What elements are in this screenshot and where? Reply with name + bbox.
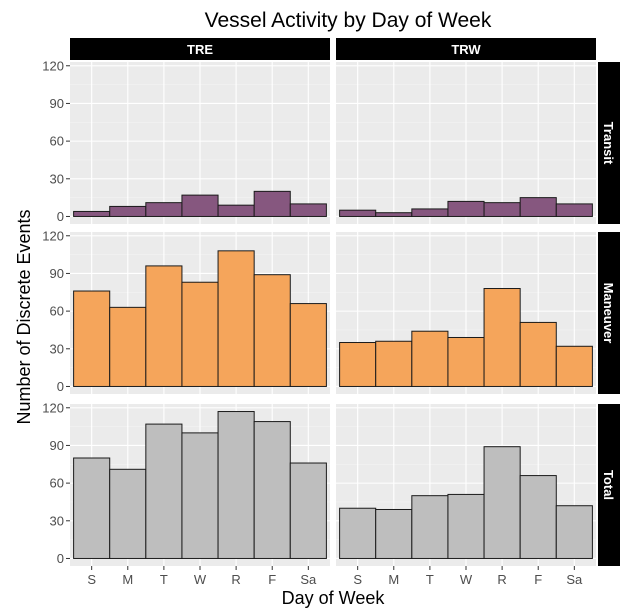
bar-t — [411, 495, 449, 559]
bar-m — [109, 306, 147, 387]
panel-tre-total: 0 30 60 90 120 S M T W R F Sa — [42, 400, 330, 587]
y-tick-label: 30 — [50, 513, 64, 528]
y-tick-label: 30 — [50, 171, 64, 186]
strip-transit — [598, 62, 620, 224]
bar-s — [339, 209, 377, 217]
bar-t — [145, 423, 183, 559]
panel-trw-total: S M T W R F Sa — [336, 404, 596, 587]
bar-m — [375, 508, 413, 559]
strip-label-trw: TRW — [451, 42, 481, 57]
bar-s — [73, 210, 111, 217]
y-tick-label: 60 — [50, 476, 64, 491]
strip-label-transit: Transit — [601, 122, 616, 165]
x-tick-label: S — [353, 572, 362, 587]
bar-f — [519, 321, 557, 387]
bar-r — [483, 446, 521, 559]
bar-w — [181, 194, 219, 217]
bar-w — [447, 336, 485, 387]
bar-w — [447, 200, 485, 217]
strip-label-tre: TRE — [187, 42, 213, 57]
bar-f — [253, 421, 291, 559]
bar-s — [339, 342, 377, 387]
x-axis-title: Day of Week — [282, 588, 386, 608]
x-tick-label: Sa — [566, 572, 583, 587]
strip-total — [598, 404, 620, 566]
bar-sa — [555, 345, 593, 387]
bar-m — [109, 205, 147, 217]
bar-m — [109, 468, 147, 559]
bar-sa — [289, 203, 327, 217]
bar-s — [339, 507, 377, 559]
x-tick-label: Sa — [300, 572, 317, 587]
y-tick-label: 0 — [57, 209, 64, 224]
x-tick-label: F — [268, 572, 276, 587]
x-tick-label: M — [388, 572, 399, 587]
bar-t — [411, 208, 449, 217]
bar-w — [447, 493, 485, 559]
y-tick-label: 30 — [50, 341, 64, 356]
x-tick-label: T — [160, 572, 168, 587]
bar-w — [181, 432, 219, 559]
y-tick-label: 120 — [42, 58, 64, 73]
y-tick-label: 60 — [50, 134, 64, 149]
bar-r — [483, 288, 521, 387]
x-tick-label: W — [460, 572, 473, 587]
strip-maneuver — [598, 232, 620, 394]
strip-tre — [70, 38, 330, 60]
y-tick-label: 120 — [42, 228, 64, 243]
chart-title: Vessel Activity by Day of Week — [205, 9, 492, 32]
bar-w — [181, 281, 219, 387]
y-tick-label: 90 — [50, 266, 64, 281]
x-tick-label: T — [426, 572, 434, 587]
y-axis-title: Number of Discrete Events — [14, 209, 34, 424]
panel-trw-maneuver — [336, 232, 596, 394]
bar-r — [217, 204, 255, 217]
bar-f — [253, 274, 291, 387]
bar-s — [73, 290, 111, 387]
bar-r — [217, 411, 255, 559]
bar-r — [217, 250, 255, 387]
strip-trw — [336, 38, 596, 60]
bar-sa — [555, 203, 593, 217]
bar-m — [375, 340, 413, 387]
bar-t — [411, 330, 449, 387]
panel-tre-transit: 0 30 60 90 120 — [42, 58, 330, 224]
x-tick-label: M — [122, 572, 133, 587]
y-tick-label: 90 — [50, 96, 64, 111]
strip-label-maneuver: Maneuver — [601, 283, 616, 344]
bar-sa — [289, 303, 327, 387]
bar-sa — [555, 505, 593, 559]
bar-f — [253, 190, 291, 217]
y-tick-label: 0 — [57, 551, 64, 566]
facet-panels: TRE TRWTransitManeuverTotal03060901200306… — [42, 38, 620, 587]
bar-m — [375, 212, 413, 217]
x-tick-label: W — [194, 572, 207, 587]
bar-r — [483, 202, 521, 217]
bar-t — [145, 202, 183, 217]
x-tick-label: F — [534, 572, 542, 587]
bar-f — [519, 475, 557, 559]
bar-s — [73, 457, 111, 559]
bar-t — [145, 265, 183, 387]
panel-trw-transit — [336, 62, 596, 224]
y-tick-label: 0 — [57, 379, 64, 394]
strip-label-total: Total — [601, 470, 616, 500]
bar-f — [519, 197, 557, 217]
bar-sa — [289, 462, 327, 559]
panel-tre-maneuver: 0 30 60 90 120 — [42, 228, 330, 394]
x-tick-label: R — [497, 572, 506, 587]
y-tick-label: 120 — [42, 400, 64, 415]
x-tick-label: S — [87, 572, 96, 587]
x-tick-label: R — [231, 572, 240, 587]
y-tick-label: 90 — [50, 438, 64, 453]
y-tick-label: 60 — [50, 304, 64, 319]
